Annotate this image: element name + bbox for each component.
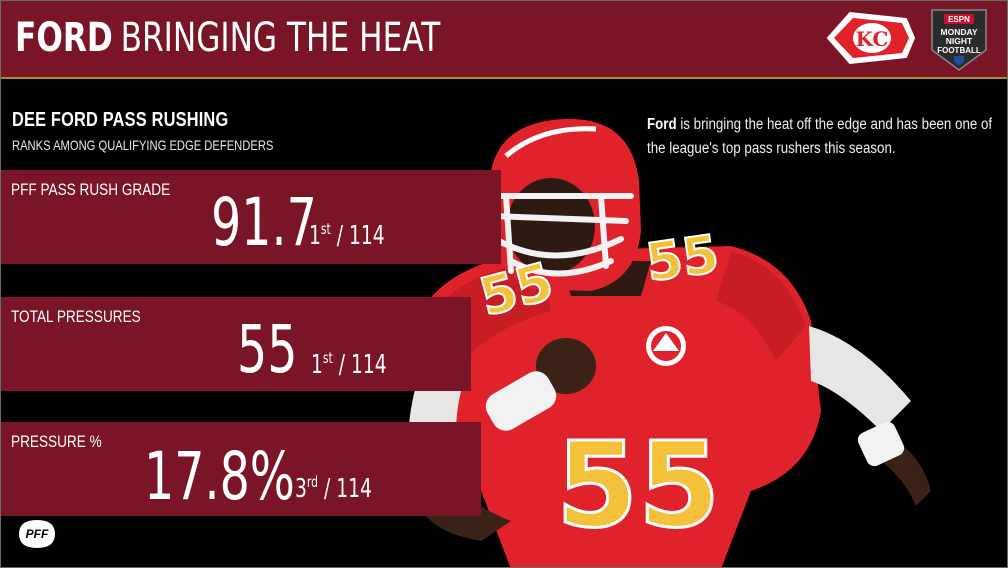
header-bar: FORD BRINGING THE HEAT KC ESPN MONDAY NI… — [1, 1, 1007, 79]
football-text: FOOTBALL — [937, 46, 981, 55]
espn-text: ESPN — [948, 15, 970, 24]
description: Ford is bringing the heat off the edge a… — [647, 113, 1000, 161]
stat-value: 55 — [237, 311, 298, 388]
stat-rank-number: 1 — [311, 350, 323, 380]
section-title: DEE FORD PASS RUSHING — [12, 109, 229, 131]
page-title: FORD BRINGING THE HEAT — [15, 15, 440, 65]
stat-value: 17.8% — [144, 438, 295, 515]
stat-rank-suffix: rd — [306, 473, 319, 491]
stat-rank: 1st / 114 — [309, 220, 385, 251]
pff-logo-icon: PFF — [19, 520, 55, 548]
stat-label: TOTAL PRESSURES — [11, 307, 141, 326]
shoulder-number-right: 55 — [642, 224, 722, 293]
section-subtitle: RANKS AMONG QUALIFYING EDGE DEFENDERS — [12, 137, 274, 153]
stat-rank-total: / 114 — [318, 474, 372, 504]
svg-text:KC: KC — [856, 27, 889, 51]
stat-rank: 1st / 114 — [311, 349, 387, 380]
stat-pass-rush-grade: PFF PASS RUSH GRADE 91.7 1st / 114 — [1, 170, 501, 264]
chest-number: 55 — [556, 416, 720, 554]
stat-label: PFF PASS RUSH GRADE — [11, 180, 171, 199]
monday-text: MONDAY — [941, 27, 978, 37]
stat-rank-number: 1 — [309, 221, 321, 251]
stat-rank-suffix: st — [322, 349, 333, 367]
stat-rank-total: / 114 — [330, 221, 385, 251]
stat-rank-number: 3 — [295, 474, 307, 504]
stat-label: PRESSURE % — [11, 432, 102, 451]
title-rest: BRINGING THE HEAT — [120, 15, 441, 61]
stat-rank: 3rd / 114 — [295, 473, 372, 504]
stat-rank-suffix: st — [320, 220, 331, 238]
stat-total-pressures: TOTAL PRESSURES 55 1st / 114 — [1, 297, 471, 391]
title-bold: FORD — [15, 15, 113, 61]
stat-pressure-percent: PRESSURE % 17.8% 3rd / 114 — [1, 422, 481, 516]
stat-rank-total: / 114 — [332, 350, 387, 380]
kc-chiefs-logo-icon: KC — [826, 11, 916, 65]
pff-text: PFF — [26, 527, 49, 541]
monday-night-football-icon: ESPN MONDAY NIGHT FOOTBALL — [931, 9, 987, 71]
night-text: NIGHT — [946, 36, 973, 46]
stat-value: 91.7 — [211, 184, 317, 261]
description-text: is bringing the heat off the edge and ha… — [647, 116, 993, 157]
description-name: Ford — [647, 116, 677, 133]
